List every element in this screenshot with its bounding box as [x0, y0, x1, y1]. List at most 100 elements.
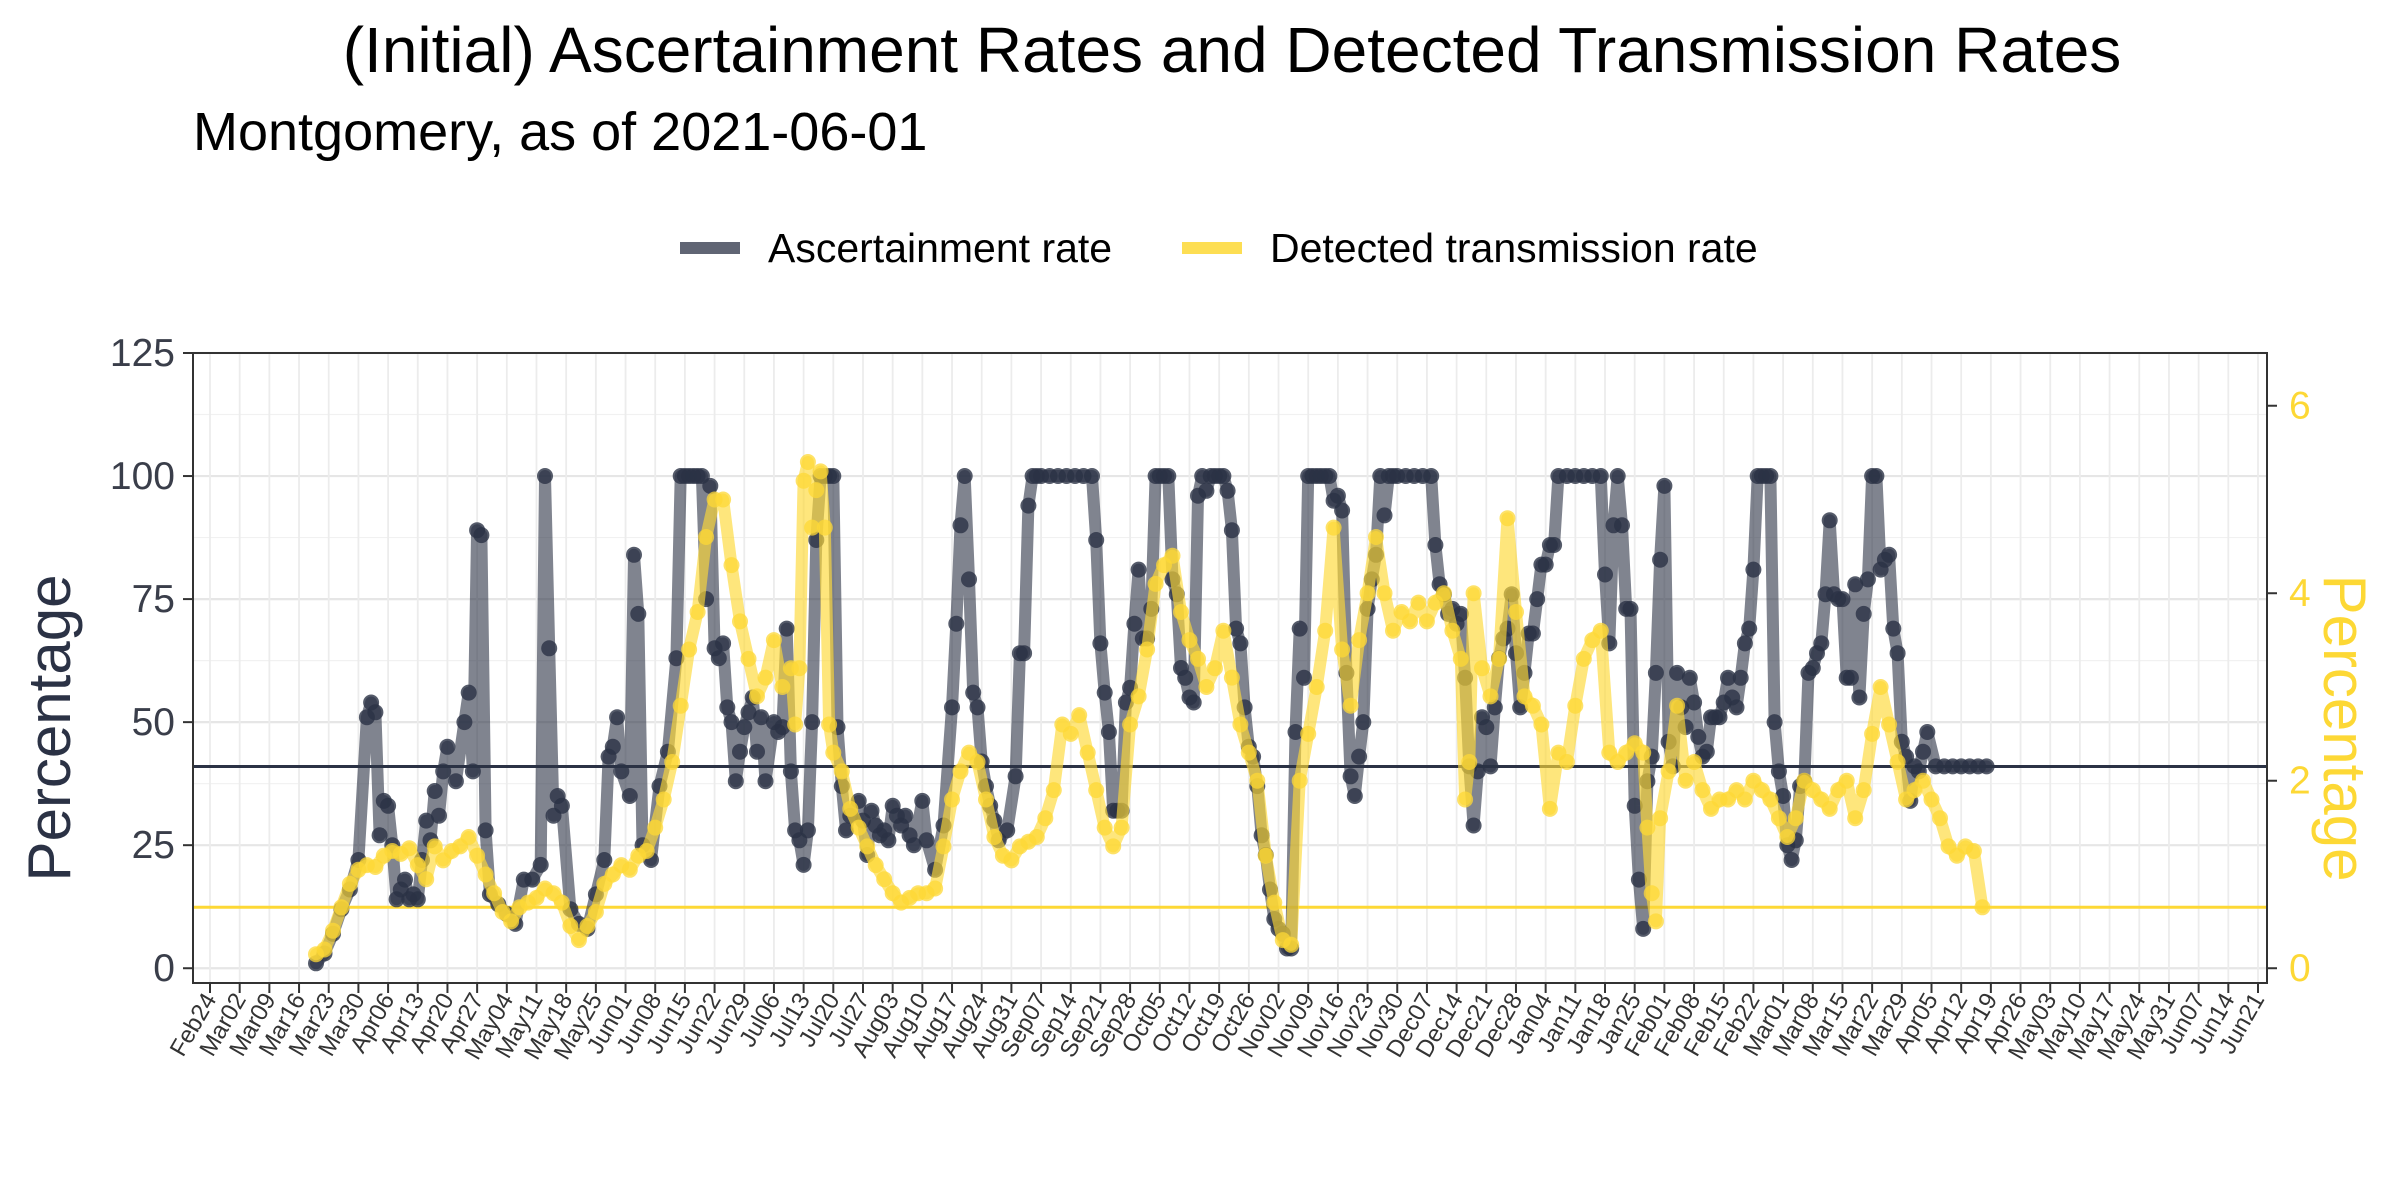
data-point-ascertainment [1597, 566, 1613, 583]
data-point-ascertainment [1007, 768, 1024, 785]
data-point-transmission [1376, 585, 1393, 602]
data-point-ascertainment [1537, 556, 1554, 573]
data-point-transmission [986, 829, 1003, 845]
data-point-transmission [1359, 585, 1376, 602]
data-point-ascertainment [1656, 477, 1673, 494]
data-point-transmission [1677, 772, 1694, 789]
data-point-transmission [825, 744, 842, 761]
data-point-ascertainment [1321, 468, 1338, 484]
y-left-tick-label: 75 [132, 578, 175, 621]
data-point-ascertainment [1084, 468, 1100, 484]
data-point-transmission [333, 899, 350, 916]
data-point-ascertainment [1215, 468, 1232, 484]
data-point-ascertainment [1770, 763, 1787, 780]
data-point-transmission [1232, 716, 1249, 733]
data-point-transmission [1660, 763, 1677, 780]
data-point-ascertainment [609, 709, 626, 726]
data-point-ascertainment [1859, 571, 1876, 588]
series [308, 454, 1995, 972]
data-point-transmission [969, 754, 986, 770]
data-point-ascertainment [1423, 468, 1440, 484]
data-point-transmission [1266, 894, 1283, 911]
data-point-ascertainment [782, 763, 799, 780]
data-point-ascertainment [1978, 758, 1995, 775]
data-point-transmission [1190, 650, 1206, 667]
data-point-ascertainment [1834, 591, 1851, 608]
data-point-transmission [647, 819, 664, 836]
data-point-transmission [1325, 519, 1342, 536]
data-point-transmission [1770, 810, 1787, 827]
data-point-ascertainment [1711, 709, 1728, 726]
data-point-ascertainment [1745, 561, 1762, 578]
data-point-ascertainment [477, 822, 494, 839]
data-point-transmission [1317, 622, 1334, 639]
data-point-transmission [740, 650, 757, 667]
data-point-ascertainment [727, 773, 744, 790]
data-point-transmission [876, 871, 893, 888]
data-point-transmission [1736, 791, 1753, 808]
data-point-ascertainment [753, 709, 770, 726]
data-point-ascertainment [1016, 645, 1033, 662]
data-point-ascertainment [799, 822, 816, 839]
data-point-transmission [1872, 679, 1889, 695]
data-point-ascertainment [723, 714, 740, 731]
data-point-ascertainment [1329, 487, 1346, 504]
data-point-ascertainment [1842, 669, 1859, 686]
data-point-transmission [1457, 791, 1474, 808]
data-point-ascertainment [435, 763, 452, 780]
data-point-ascertainment [1736, 635, 1753, 652]
data-point-ascertainment [1720, 669, 1736, 686]
data-point-transmission [1855, 782, 1872, 799]
data-point-transmission [638, 843, 655, 859]
data-point-transmission [1643, 885, 1660, 902]
data-point-transmission [1881, 716, 1898, 733]
data-point-ascertainment [1851, 689, 1868, 706]
data-point-transmission [689, 604, 706, 620]
data-point-ascertainment [1783, 852, 1800, 868]
data-point-ascertainment [1096, 684, 1113, 701]
data-point-ascertainment [795, 856, 812, 873]
data-point-transmission [1482, 688, 1499, 705]
data-point-transmission [1499, 510, 1516, 527]
series-transmission [308, 454, 1991, 963]
data-point-ascertainment [541, 640, 558, 657]
data-point-transmission [859, 838, 876, 855]
plot-border [192, 352, 2268, 984]
data-point-transmission [341, 875, 358, 892]
data-point-ascertainment [956, 468, 973, 484]
y-left-tick-label: 125 [110, 332, 175, 375]
data-point-transmission [715, 491, 732, 508]
data-point-transmission [1079, 744, 1096, 761]
data-point-transmission [1071, 707, 1088, 724]
data-point-transmission [774, 679, 791, 695]
data-point-ascertainment [1915, 743, 1931, 760]
data-point-ascertainment [604, 738, 621, 755]
data-point-transmission [1181, 632, 1198, 649]
data-point-ascertainment [1351, 748, 1368, 765]
data-point-ascertainment [397, 871, 413, 888]
data-point-transmission [1283, 936, 1300, 953]
data-point-ascertainment [961, 571, 977, 588]
data-point-ascertainment [1524, 625, 1541, 642]
series-ascertainment [308, 468, 1995, 972]
data-point-ascertainment [1881, 546, 1898, 563]
data-point-ascertainment [944, 699, 960, 716]
data-point-ascertainment [1465, 817, 1482, 834]
data-point-ascertainment [431, 807, 447, 824]
data-point-transmission [1474, 660, 1490, 677]
data-point-transmission [672, 697, 689, 714]
data-point-transmission [927, 880, 944, 897]
data-point-ascertainment [613, 763, 630, 780]
data-point-transmission [401, 840, 418, 857]
data-point-ascertainment [1342, 768, 1359, 785]
data-point-transmission [1240, 744, 1257, 761]
data-point-transmission [1639, 819, 1656, 836]
data-point-transmission [1592, 622, 1609, 639]
data-point-ascertainment [1160, 468, 1177, 484]
data-point-transmission [787, 716, 804, 733]
data-point-ascertainment [1177, 669, 1194, 686]
data-point-ascertainment [460, 684, 477, 701]
y-left-tick-label: 25 [132, 824, 175, 867]
data-point-transmission [553, 894, 570, 911]
